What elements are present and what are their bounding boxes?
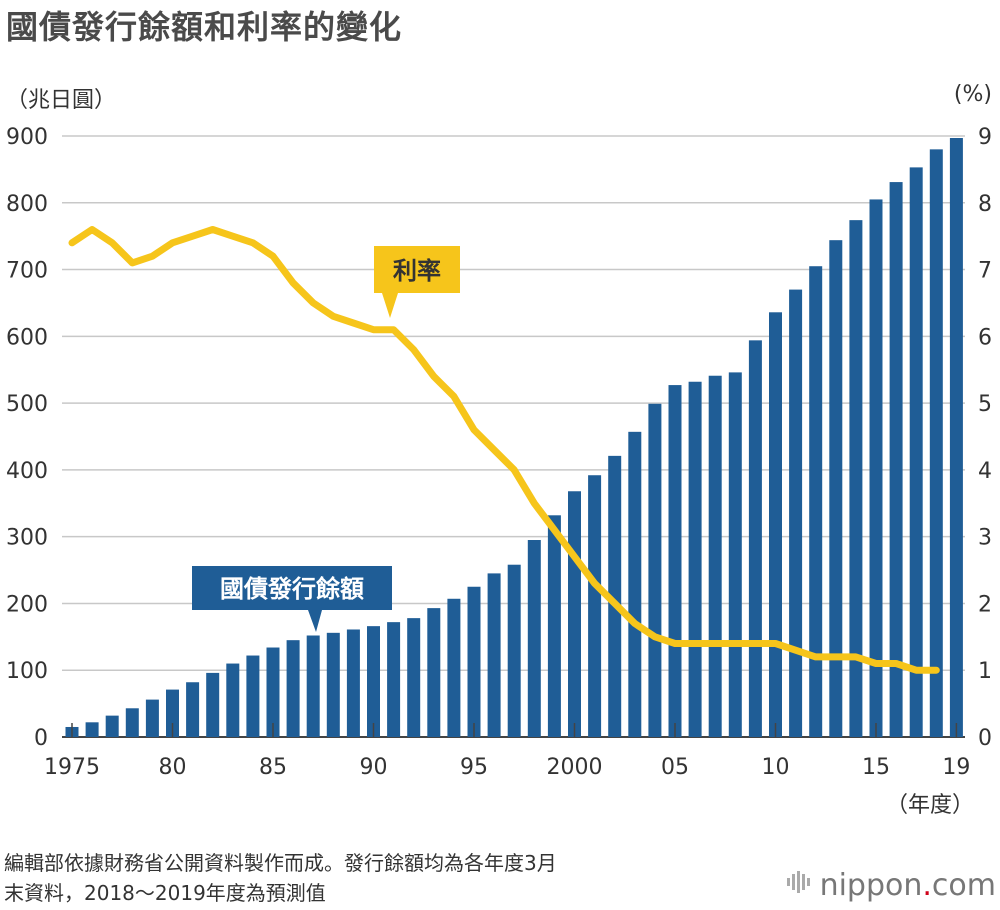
bar-2003 <box>628 431 642 737</box>
brand-logo: nippon. com <box>786 868 996 903</box>
bar-2011 <box>789 289 803 737</box>
x-tick-label: 05 <box>661 755 689 780</box>
left-tick-label: 700 <box>6 259 48 284</box>
bar-1999 <box>547 515 561 737</box>
right-tick-label: 3 <box>978 526 992 551</box>
brand-dot: . <box>922 868 932 903</box>
x-tick-label: 19 <box>942 755 970 780</box>
bar-1978 <box>125 708 139 737</box>
rate-callout: 利率 <box>374 246 460 318</box>
bar-2006 <box>688 381 702 737</box>
left-tick-label: 800 <box>6 192 48 217</box>
bar-2004 <box>648 403 662 737</box>
right-axis-ticks: 0 1 2 3 4 5 6 7 8 9 <box>978 125 992 751</box>
left-tick-label: 600 <box>6 325 48 350</box>
x-tick-label: 80 <box>159 755 187 780</box>
bar-1988 <box>326 632 340 737</box>
bar-1998 <box>527 540 541 737</box>
bar-1982 <box>206 672 220 737</box>
left-tick-label: 400 <box>6 459 48 484</box>
bar-2016 <box>889 182 903 737</box>
bar-1984 <box>246 655 260 737</box>
x-tick-label: 2000 <box>547 755 603 780</box>
bar-2019 <box>949 138 963 738</box>
bar-2018 <box>929 149 943 737</box>
bar-2014 <box>849 220 863 737</box>
bar-2002 <box>608 455 622 737</box>
debt-callout: 國債發行餘額 <box>192 566 392 632</box>
brand-suffix: com <box>931 868 996 903</box>
right-tick-label: 0 <box>978 726 992 751</box>
bar-2015 <box>869 199 883 737</box>
source-note: 編輯部依據財務省公開資料製作而成。發行餘額均為各年度3月 末資料，2018～20… <box>4 848 764 908</box>
right-tick-label: 7 <box>978 259 992 284</box>
bar-2013 <box>829 240 843 737</box>
left-tick-label: 0 <box>34 726 48 751</box>
chart-title: 國債發行餘額和利率的變化 <box>6 8 403 46</box>
right-tick-label: 6 <box>978 325 992 350</box>
bar-1983 <box>226 663 240 737</box>
x-tick-label: 95 <box>460 755 488 780</box>
debt-callout-label: 國債發行餘額 <box>220 575 364 603</box>
right-tick-label: 8 <box>978 192 992 217</box>
bar-2000 <box>568 491 581 737</box>
left-tick-label: 500 <box>6 392 48 417</box>
bar-1979 <box>145 699 159 737</box>
right-tick-label: 1 <box>978 659 992 684</box>
sound-wave-icon <box>786 868 812 903</box>
source-line-1: 編輯部依據財務省公開資料製作而成。發行餘額均為各年度3月 <box>4 851 557 875</box>
interest-rate-line <box>68 226 940 674</box>
left-tick-label: 200 <box>6 592 48 617</box>
bar-1992 <box>407 618 421 737</box>
x-tick-label: 15 <box>862 755 890 780</box>
bar-1985 <box>266 647 280 737</box>
bar-2001 <box>588 475 602 737</box>
left-axis-ticks: 0 100 200 300 400 500 600 700 800 900 <box>6 125 48 751</box>
bar-1977 <box>105 715 119 737</box>
bar-1990 <box>367 626 380 737</box>
right-axis-unit: (%) <box>953 82 992 107</box>
bar-series <box>65 138 963 738</box>
left-tick-label: 900 <box>6 125 48 150</box>
bar-1980 <box>166 689 179 737</box>
line-series <box>68 226 940 674</box>
left-tick-label: 300 <box>6 526 48 551</box>
left-axis-unit: （兆日圓） <box>6 88 117 113</box>
x-tick-label: 85 <box>259 755 287 780</box>
right-tick-label: 2 <box>978 592 992 617</box>
bar-1993 <box>427 608 441 737</box>
bar-1994 <box>447 598 461 737</box>
bar-2007 <box>708 375 722 737</box>
bar-1981 <box>186 682 200 737</box>
left-tick-label: 100 <box>6 659 48 684</box>
bar-2009 <box>748 340 762 737</box>
x-tick-label: 10 <box>762 755 790 780</box>
bar-1976 <box>85 722 99 737</box>
x-axis-unit: （年度） <box>885 793 974 818</box>
bar-1986 <box>286 640 300 737</box>
bar-1991 <box>387 622 401 737</box>
source-line-2: 末資料，2018～2019年度為預測值 <box>4 881 326 905</box>
rate-callout-label: 利率 <box>393 257 441 285</box>
bar-2010 <box>769 312 782 737</box>
bar-2017 <box>909 167 923 737</box>
bar-2012 <box>809 266 823 737</box>
right-tick-label: 5 <box>978 392 992 417</box>
brand-name: nippon <box>819 868 923 903</box>
bar-1997 <box>507 564 521 737</box>
right-tick-label: 4 <box>978 459 992 484</box>
x-tick-label: 1975 <box>44 755 100 780</box>
bar-1996 <box>487 573 501 737</box>
bar-1989 <box>346 629 360 737</box>
bar-2008 <box>728 372 742 737</box>
x-axis-ticks: 1975 80 85 90 95 2000 05 10 15 19 <box>44 723 970 780</box>
bar-2005 <box>668 385 682 737</box>
bar-1987 <box>306 635 320 737</box>
right-tick-label: 9 <box>978 125 992 150</box>
x-tick-label: 90 <box>360 755 388 780</box>
bar-1995 <box>467 586 481 737</box>
